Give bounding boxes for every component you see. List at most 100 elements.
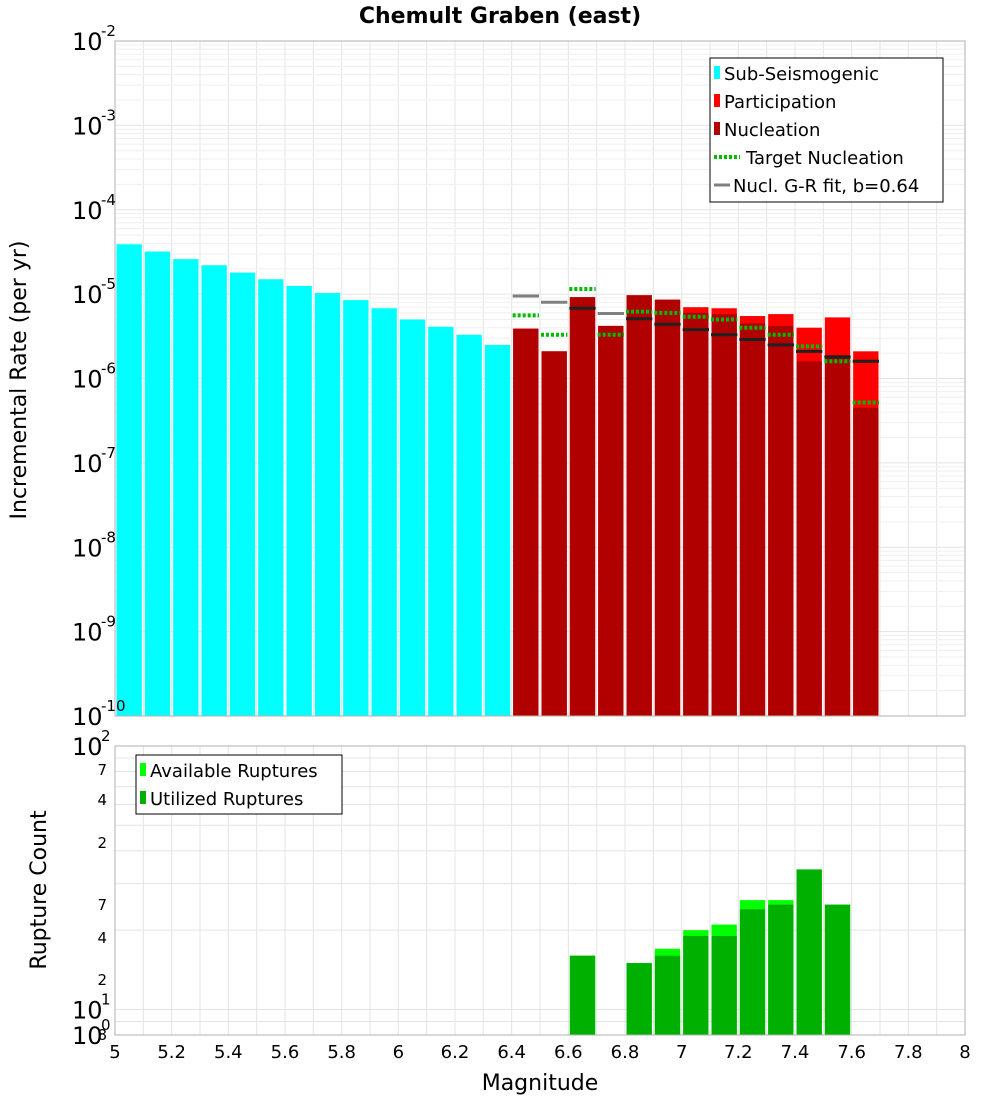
utilized-ruptures-bar [683, 936, 709, 1035]
top-plot-frame [114, 40, 966, 717]
bottom-legend-swatch [140, 763, 146, 776]
top-y-tick-base: 10 [72, 619, 103, 647]
sub-seismogenic-bar [428, 326, 454, 716]
x-tick-label: 7.6 [837, 1042, 866, 1063]
top-y-tick-base: 10 [72, 534, 103, 562]
bottom-legend-swatch [140, 791, 146, 804]
top-y-tick-base: 10 [72, 450, 103, 478]
top-legend-label: Participation [724, 92, 836, 113]
nucleation-bar [569, 297, 596, 716]
top-y-tick: 10-2 [72, 22, 116, 56]
top-y-tick-exponent: -6 [101, 360, 116, 378]
sub-seismogenic-bar [456, 334, 482, 716]
sub-seismogenic-bar [343, 300, 369, 716]
nucleation-bar [598, 325, 624, 716]
sub-seismogenic-bar [371, 308, 397, 716]
top-y-tick-exponent: -8 [101, 528, 116, 546]
x-tick-label: 6.2 [441, 1042, 470, 1063]
top-lines [512, 287, 879, 405]
bottom-y-minor-tick: 7 [97, 896, 107, 914]
utilized-ruptures-bar [654, 955, 681, 1035]
x-tick-labels: 5 5.2 5.4 5.6 5.8 6 6.2 6.4 6.6 6.8 7 7.2 7.4 7.6 7.8 8 [109, 1042, 970, 1063]
x-tick-label: 5.4 [214, 1042, 243, 1063]
top-y-tick-base: 10 [72, 197, 103, 225]
bottom-y-tick-exponent: 1 [101, 990, 111, 1008]
nucleation-bar [513, 328, 539, 716]
bottom-legend-label: Utilized Ruptures [150, 789, 303, 810]
top-legend-label: Target Nucleation [745, 148, 904, 169]
top-legend-item: Nucl. G-R fit, b=0.64 [714, 176, 919, 197]
x-tick-label: 7.2 [724, 1042, 753, 1063]
bottom-y-minor-tick: 2 [97, 834, 107, 852]
nucleation-bar [739, 323, 766, 716]
utilized-ruptures-bar [796, 869, 822, 1035]
sub-seismogenic-bar [286, 285, 312, 716]
bottom-y-tick: 101 [72, 990, 111, 1024]
utilized-ruptures-bar [824, 904, 851, 1035]
top-legend-items: Sub-Seismogenic Participation Nucleation Ta… [714, 64, 919, 197]
nucleation-bar [768, 325, 794, 716]
sub-seismogenic-bar [399, 319, 426, 716]
top-y-tick: 10-6 [72, 360, 116, 394]
bottom-y-tick-base: 10 [72, 996, 103, 1024]
top-legend-swatch [714, 94, 720, 107]
bottom-y-tick-base: 10 [72, 733, 103, 761]
nucleation-bar [654, 299, 681, 716]
bottom-y-tick-exponent: 2 [101, 727, 111, 745]
x-tick-label: 5 [109, 1042, 120, 1063]
top-y-tick: 10-5 [72, 275, 116, 309]
bottom-legend-item: Utilized Ruptures [140, 789, 303, 810]
x-tick-label: 7.8 [894, 1042, 923, 1063]
top-y-tick-base: 10 [72, 112, 103, 140]
chart-title: Chemult Graben (east) [359, 4, 641, 29]
bottom-y-minor-tick: 4 [97, 791, 107, 809]
sub-seismogenic-bar [484, 344, 511, 716]
bottom-y-minor-tick: 4 [97, 929, 107, 947]
x-tick-label: 8 [959, 1042, 970, 1063]
utilized-ruptures-bar [569, 955, 596, 1035]
bottom-legend-label: Available Ruptures [150, 761, 318, 782]
nucleation-bar [626, 295, 652, 716]
top-y-tick: 10-3 [72, 106, 116, 140]
top-legend-swatch [714, 122, 720, 135]
utilized-ruptures-bar [711, 936, 737, 1035]
top-y-tick-exponent: -4 [101, 191, 116, 209]
utilized-ruptures-bar [768, 904, 794, 1035]
top-y-tick-exponent: -2 [101, 22, 116, 40]
x-tick-label: 6.4 [497, 1042, 526, 1063]
sub-seismogenic-bar [201, 265, 227, 716]
bottom-legend-items: Available Ruptures Utilized Ruptures [140, 761, 318, 810]
utilized-ruptures-bar [739, 909, 766, 1035]
bottom-bars [569, 869, 851, 1035]
bottom-legend: Available Ruptures Utilized Ruptures [135, 754, 343, 815]
sub-seismogenic-bar [173, 259, 199, 716]
bottom-grid [114, 745, 966, 1036]
top-y-tick-exponent: -7 [101, 444, 116, 462]
top-y-tick: 10-7 [72, 444, 116, 478]
top-y-tick: 10-4 [72, 191, 116, 225]
bottom-y-tick-base: 10 [72, 1022, 103, 1050]
nucleation-bar [796, 361, 822, 716]
sub-seismogenic-bar [116, 244, 142, 717]
x-axis-label: Magnitude [482, 1071, 599, 1096]
sub-seismogenic-bar [229, 272, 256, 716]
top-y-tick-exponent: -3 [101, 106, 116, 124]
bottom-y-minor-tick: 8 [97, 1026, 107, 1044]
bottom-plot-frame [114, 745, 966, 1036]
bottom-y-tick: 100 [72, 1016, 111, 1050]
bottom-legend-box [135, 754, 343, 815]
top-legend-item: Target Nucleation [714, 148, 904, 169]
top-panel: Chemult Graben (east) 10-1010-910-810-71… [7, 4, 966, 731]
top-y-tick: 10-8 [72, 528, 116, 562]
x-tick-label: 7 [676, 1042, 687, 1063]
top-y-tick-base: 10 [72, 703, 103, 731]
bottom-y-minor-tick: 2 [97, 971, 107, 989]
nucleation-bar [541, 351, 567, 716]
top-legend-item: Nucleation [714, 120, 820, 141]
x-tick-label: 5.6 [271, 1042, 300, 1063]
x-tick-label: 6.8 [611, 1042, 640, 1063]
top-legend-label: Sub-Seismogenic [724, 64, 879, 85]
top-y-axis-label: Incremental Rate (per yr) [7, 241, 32, 520]
